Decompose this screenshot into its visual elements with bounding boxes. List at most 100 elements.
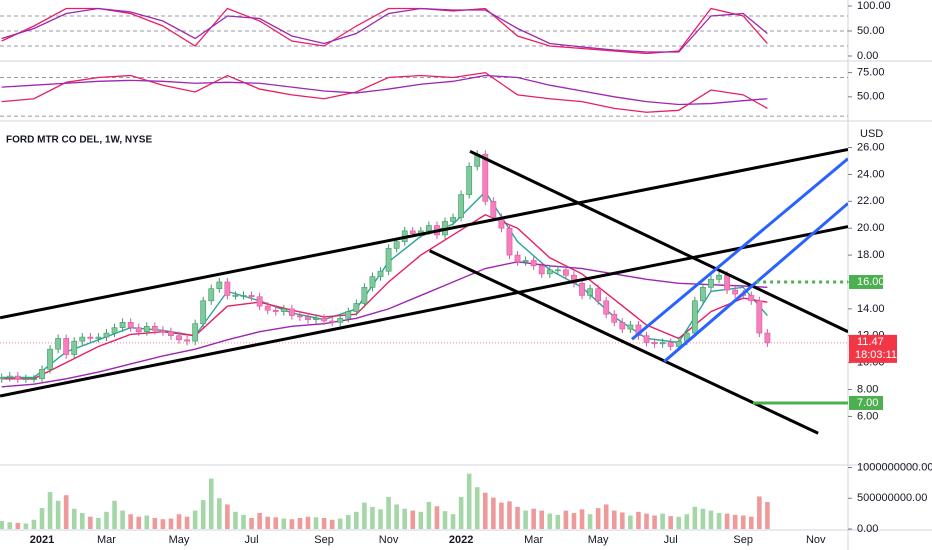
volume-bar xyxy=(483,492,488,530)
candle-body xyxy=(700,287,706,302)
candle-body xyxy=(135,327,142,333)
volume-bar xyxy=(507,501,512,530)
volume-bar xyxy=(168,518,174,530)
candle-body xyxy=(288,308,295,316)
candle-body xyxy=(748,295,755,302)
candle-body xyxy=(369,276,376,288)
candle-body xyxy=(562,269,569,276)
volume-bar xyxy=(241,514,246,530)
candle-body xyxy=(764,332,771,344)
volume-bar xyxy=(636,511,641,530)
candle-body xyxy=(538,265,545,275)
trend-line xyxy=(0,147,848,320)
volume-bar xyxy=(579,509,585,530)
rsi-tick-label: 75.00 xyxy=(857,67,885,79)
x-tick-label: Nov xyxy=(806,534,826,546)
volume-bar xyxy=(603,504,609,530)
candle-body xyxy=(232,295,239,297)
volume-bar xyxy=(80,513,85,530)
candle-body xyxy=(329,320,336,323)
candle-body xyxy=(546,269,553,275)
price-tag xyxy=(849,395,883,410)
candle-body xyxy=(143,326,150,333)
candle-body xyxy=(724,274,730,291)
volume-bar xyxy=(587,514,593,530)
candle-body xyxy=(675,340,682,347)
volume-bar xyxy=(555,514,561,530)
candle-body xyxy=(716,274,722,280)
volume-bar xyxy=(7,522,13,530)
volume-bar xyxy=(547,513,553,530)
candle-body xyxy=(603,300,610,315)
candle-body xyxy=(611,313,618,323)
volume-bar xyxy=(63,495,69,530)
candle-body xyxy=(385,248,392,272)
volume-bar xyxy=(104,511,109,530)
candle-body xyxy=(192,323,199,342)
x-tick-label: 2021 xyxy=(30,534,54,546)
candle-body xyxy=(393,241,400,249)
x-tick-label: 2022 xyxy=(449,534,473,546)
volume-bar xyxy=(297,517,303,530)
volume-bar xyxy=(233,511,238,530)
volume-bar xyxy=(531,508,536,530)
volume-bar xyxy=(515,506,520,530)
candle-body xyxy=(756,300,763,334)
volume-bar xyxy=(345,514,351,530)
x-tick-label: Nov xyxy=(379,534,399,546)
candle-body xyxy=(184,339,190,342)
candle-body xyxy=(466,166,473,195)
volume-bar xyxy=(313,517,319,530)
trend-line xyxy=(663,202,848,363)
candle-body xyxy=(450,217,456,222)
volume-bar xyxy=(394,504,399,530)
x-tick-label: May xyxy=(169,534,190,546)
candle-body xyxy=(14,375,21,380)
volume-bar xyxy=(595,508,601,530)
volume-bar xyxy=(152,517,158,530)
candle-body xyxy=(119,322,126,328)
indicator-line xyxy=(1,74,768,106)
candle-body xyxy=(313,317,319,320)
volume-bar xyxy=(217,498,222,530)
volume-bar xyxy=(144,515,150,530)
candle-body xyxy=(651,342,658,345)
price-tag xyxy=(849,274,883,289)
candle-body xyxy=(87,336,94,339)
candle-body xyxy=(208,288,215,302)
volume-bar xyxy=(676,516,682,530)
candle-body xyxy=(22,378,29,381)
volume-bar xyxy=(628,515,633,530)
candle-body xyxy=(305,316,311,320)
volume-bar xyxy=(249,517,254,530)
volume-bar xyxy=(160,519,166,530)
candle-body xyxy=(256,296,263,307)
volume-bar xyxy=(208,478,214,530)
volume-bar xyxy=(31,519,37,530)
price-tick-label: 26.00 xyxy=(857,141,885,153)
price-tick-label: 18.00 xyxy=(857,249,885,261)
volume-bar xyxy=(15,522,21,530)
stoch-tick-label: 100.00 xyxy=(857,0,891,12)
volume-bar xyxy=(128,514,133,530)
moving-average xyxy=(1,213,768,380)
x-tick-label: Mar xyxy=(524,534,543,546)
volume-bar xyxy=(289,519,295,530)
volume-bar xyxy=(23,523,29,530)
volume-bar xyxy=(434,506,440,530)
candle-body xyxy=(425,225,432,232)
volume-bar xyxy=(378,509,383,530)
candle-body xyxy=(103,332,110,338)
moving-average xyxy=(1,261,768,388)
x-tick-label: Jul xyxy=(664,534,678,546)
volume-bar xyxy=(418,511,424,530)
candle-body xyxy=(272,309,279,312)
volume-bar xyxy=(732,514,738,530)
volume-bar xyxy=(200,500,206,530)
x-tick-label: Sep xyxy=(733,534,753,546)
trend-line xyxy=(469,149,848,334)
volume-bar xyxy=(740,515,746,530)
volume-bar xyxy=(539,510,545,530)
volume-bar xyxy=(499,502,504,530)
candle-body xyxy=(39,369,45,380)
